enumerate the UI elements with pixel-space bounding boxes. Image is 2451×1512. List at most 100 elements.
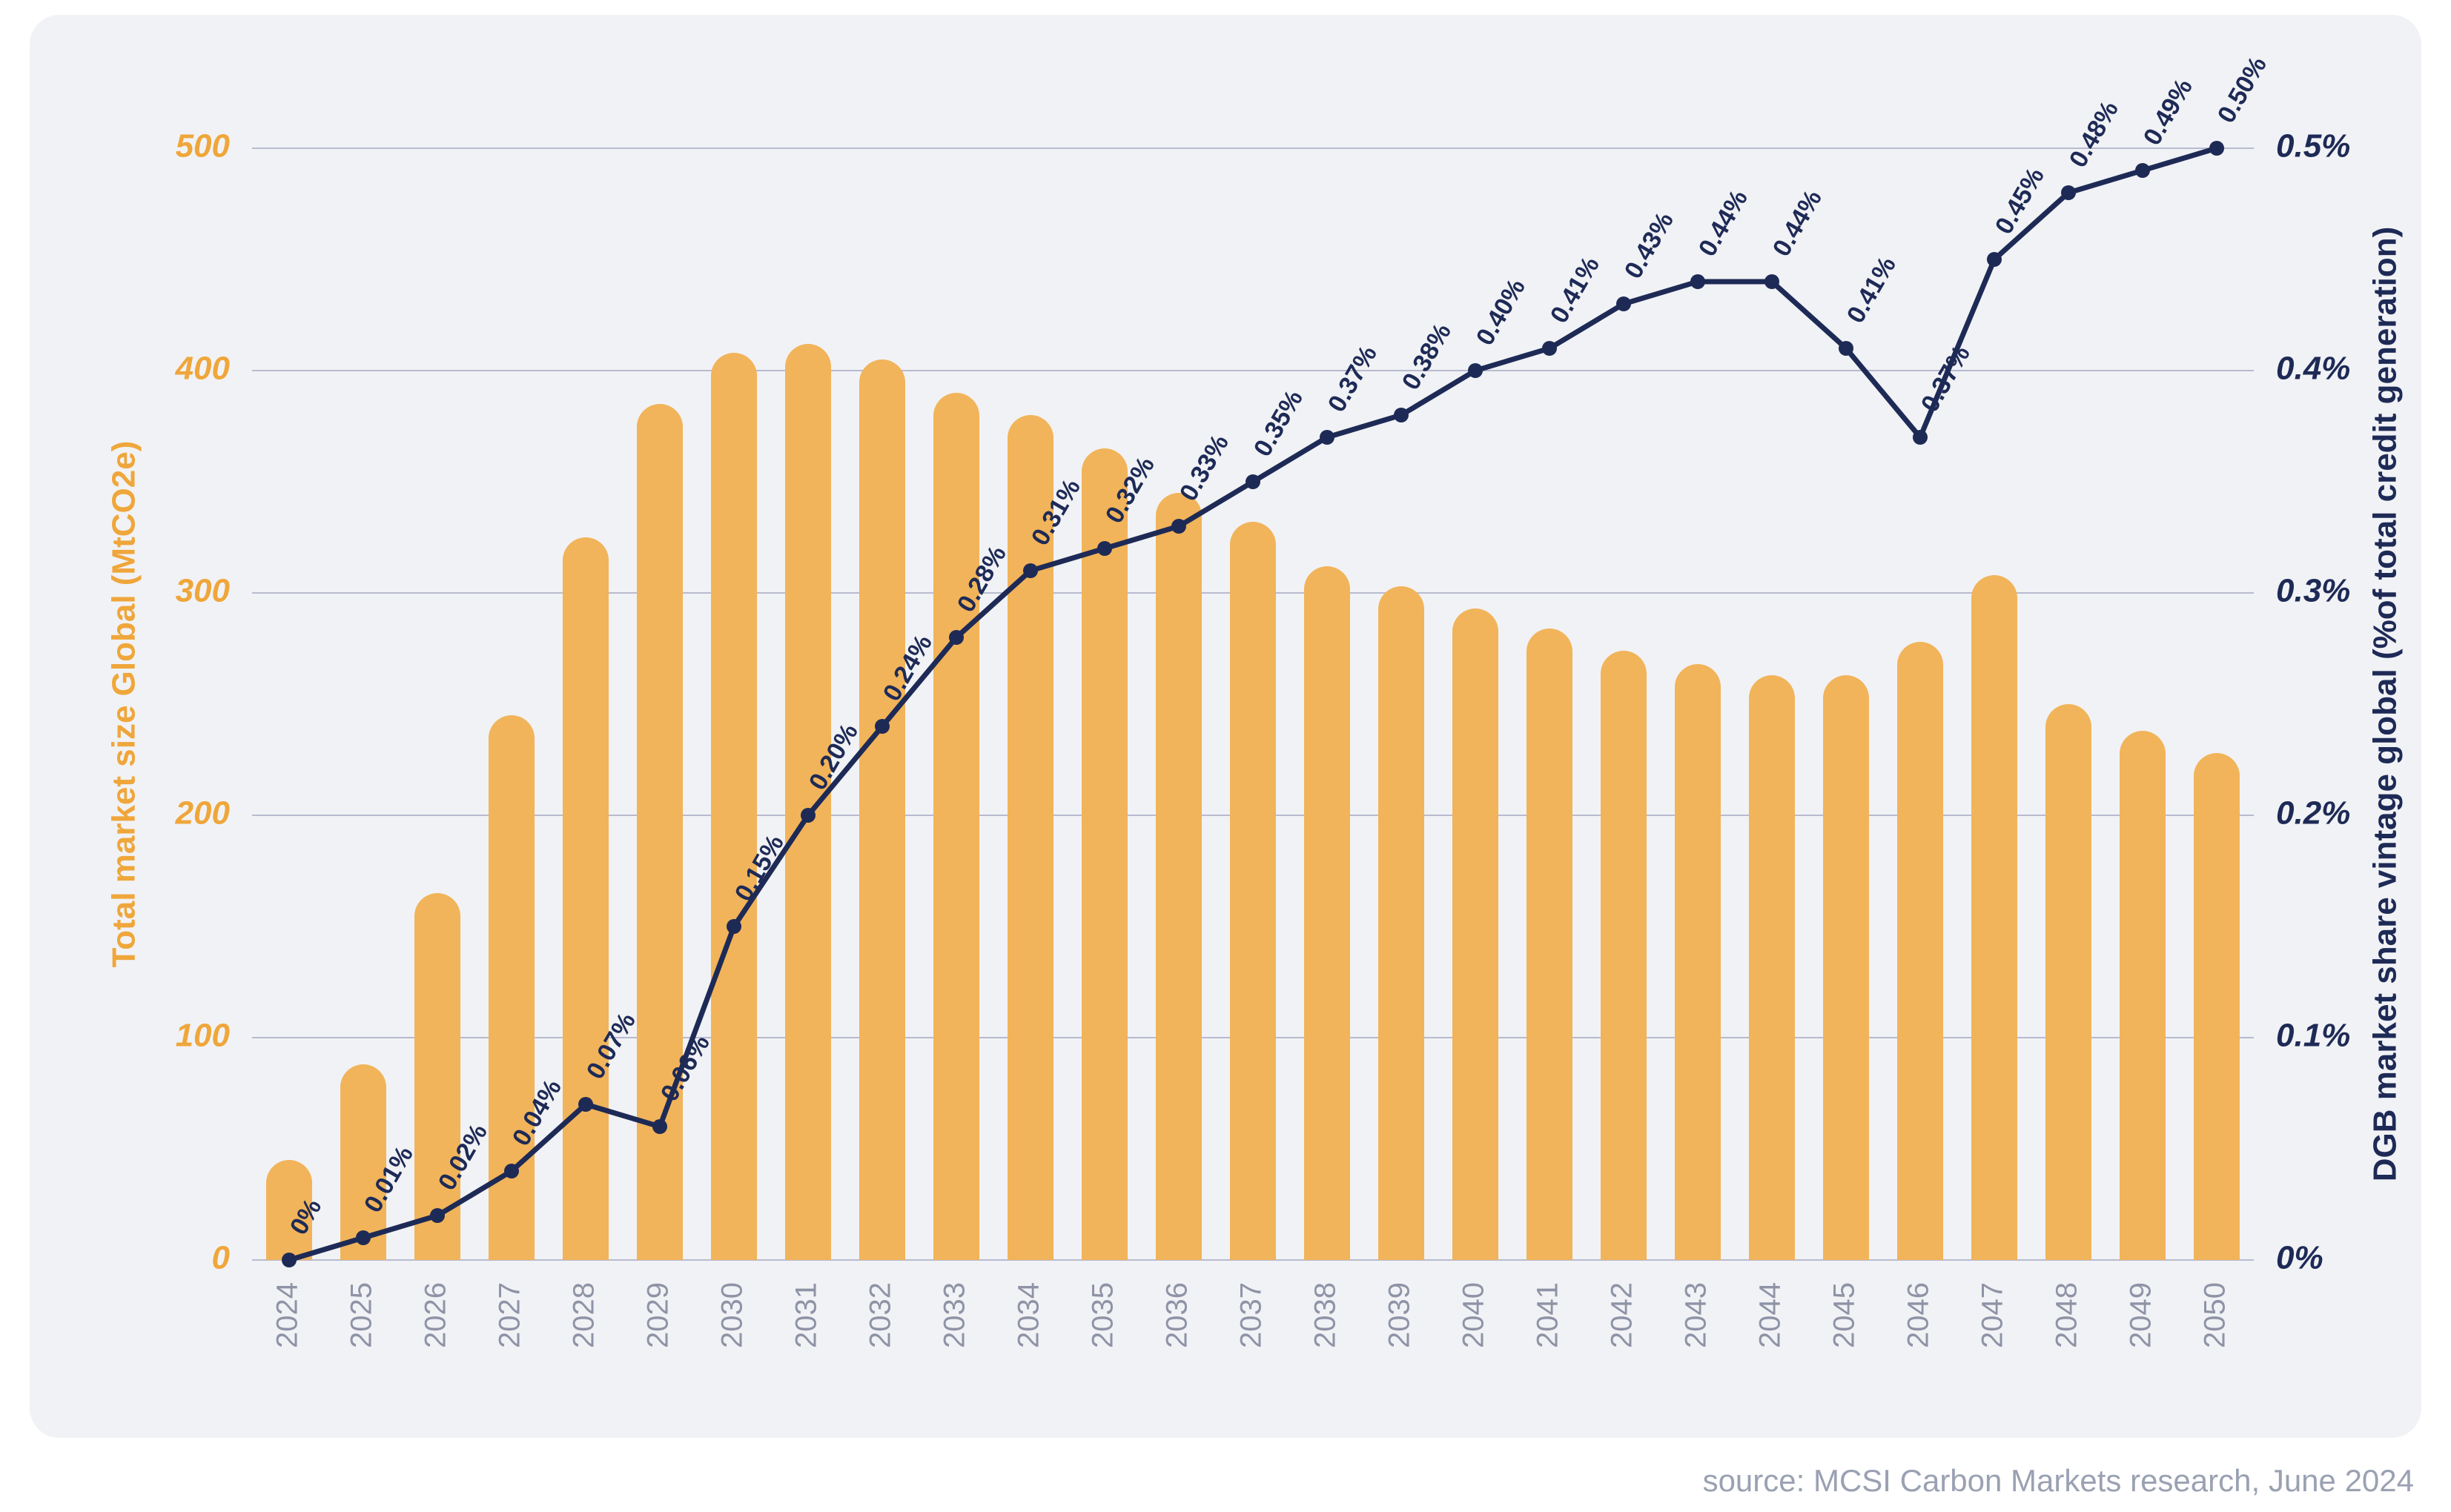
bar [1823, 675, 1869, 1260]
line-marker [1764, 274, 1779, 289]
line-marker [1987, 252, 2002, 267]
bar [859, 359, 905, 1260]
line-marker [1839, 341, 1853, 356]
y-right-axis-label: DGB market share vintage global (%of tot… [2367, 227, 2404, 1181]
line-marker [1394, 408, 1409, 422]
bar [2045, 704, 2091, 1260]
x-tick-label: 2040 [1458, 1282, 1490, 1348]
line-marker [2061, 185, 2076, 200]
line-marker [801, 808, 816, 823]
line-value-label: 0.33% [1174, 430, 1234, 505]
line-value-label: 0.49% [2138, 74, 2198, 150]
x-tick-label: 2039 [1383, 1282, 1416, 1348]
chart-panel: 0 0% 100 0.1% 200 0.2% 300 0.3% 400 0.4% 500 0.5% To… [30, 15, 2421, 1438]
x-tick-label: 2036 [1161, 1282, 1194, 1348]
line-value-label: 0.37% [1916, 341, 1976, 417]
chart-svg: 0 0% 100 0.1% 200 0.2% 300 0.3% 400 0.4% 500 0.5% To… [30, 15, 2421, 1438]
bar [1971, 575, 2017, 1260]
x-tick-label: 2035 [1087, 1282, 1119, 1348]
line-marker [1913, 430, 1928, 445]
line-marker [430, 1208, 445, 1223]
y-right-tick: 0% [2276, 1240, 2323, 1276]
x-tick-label: 2037 [1235, 1282, 1268, 1348]
bar [1601, 651, 1647, 1260]
line-marker [1171, 519, 1186, 534]
bar [1230, 522, 1276, 1260]
line-marker [578, 1097, 593, 1112]
line-value-label: 0.48% [2064, 96, 2124, 172]
x-tick-label: 2045 [1828, 1282, 1861, 1348]
bar [933, 393, 979, 1260]
bar [1378, 586, 1424, 1260]
line-marker [875, 719, 890, 734]
source-caption: source: MCSI Carbon Markets research, Ju… [1703, 1463, 2414, 1499]
line-marker [949, 630, 964, 645]
line-marker [1468, 363, 1483, 378]
bar [1526, 629, 1572, 1260]
x-tick-label: 2025 [345, 1282, 378, 1348]
line-value-label: 0.37% [1323, 341, 1383, 417]
bar [785, 344, 831, 1260]
y-left-axis-label: Total market size Global (MtCO2e) [106, 441, 142, 968]
line-value-label: 0.40% [1471, 274, 1531, 350]
y-left-tick: 200 [175, 795, 231, 832]
line-marker [1246, 474, 1260, 489]
bar [1749, 675, 1795, 1260]
y-right-tick: 0.5% [2276, 128, 2350, 165]
line-marker [504, 1164, 519, 1178]
line-value-label: 0.41% [1842, 252, 1902, 328]
y-left-tick: 0 [212, 1240, 231, 1276]
x-tick-label: 2042 [1606, 1282, 1638, 1348]
line-marker [1023, 563, 1038, 578]
chart-container: 0 0% 100 0.1% 200 0.2% 300 0.3% 400 0.4% 500 0.5% To… [0, 0, 2451, 1512]
line-value-label: 0.35% [1248, 385, 1309, 461]
bar [1452, 609, 1498, 1260]
line-marker [356, 1230, 371, 1245]
x-tick-label: 2028 [568, 1282, 601, 1348]
y-left-tick: 100 [176, 1018, 231, 1054]
bar [1082, 448, 1128, 1260]
bar [2194, 753, 2240, 1260]
line-value-label: 0.41% [1545, 252, 1605, 328]
y-left-tick: 400 [175, 351, 231, 387]
line-marker [727, 919, 741, 934]
x-tick-label: 2034 [1013, 1282, 1045, 1348]
line-value-label: 0.43% [1619, 208, 1679, 283]
line-marker [282, 1253, 297, 1267]
line-value-label: 0.38% [1397, 319, 1457, 394]
line-marker [1097, 541, 1112, 556]
x-tick-label: 2048 [2051, 1282, 2083, 1348]
bar [1156, 493, 1202, 1260]
x-tick-label: 2047 [1977, 1282, 2009, 1348]
line-marker [2209, 141, 2224, 156]
x-tick-label: 2038 [1309, 1282, 1342, 1348]
line-value-label: 0.44% [1693, 185, 1753, 261]
bar [2120, 731, 2166, 1260]
bar [1897, 642, 1943, 1260]
x-tick-label: 2029 [642, 1282, 675, 1348]
bar [1304, 566, 1350, 1260]
line-value-label: 0.50% [2212, 52, 2272, 127]
bar [563, 537, 609, 1260]
line-marker [1616, 296, 1631, 311]
x-tick-label: 2043 [1680, 1282, 1713, 1348]
x-tick-label: 2041 [1532, 1282, 1564, 1348]
y-right-tick: 0.1% [2276, 1018, 2350, 1054]
y-right-tick: 0.3% [2276, 573, 2350, 609]
line-marker [1690, 274, 1705, 289]
line-value-label: 0.45% [1990, 163, 2050, 239]
line-value-label: 0.44% [1767, 185, 1828, 261]
y-right-tick: 0.2% [2276, 795, 2350, 832]
y-left-tick: 300 [176, 573, 231, 609]
y-left-tick: 500 [176, 128, 231, 165]
bar [1675, 664, 1721, 1260]
y-right-tick: 0.4% [2276, 351, 2350, 387]
line-marker [1320, 430, 1334, 445]
x-tick-label: 2030 [716, 1282, 749, 1348]
x-tick-label: 2050 [2199, 1282, 2232, 1348]
x-tick-label: 2032 [864, 1282, 897, 1348]
x-tick-label: 2033 [939, 1282, 971, 1348]
x-tick-label: 2024 [271, 1282, 304, 1348]
x-tick-label: 2044 [1754, 1282, 1787, 1348]
x-tick-label: 2046 [1902, 1282, 1935, 1348]
